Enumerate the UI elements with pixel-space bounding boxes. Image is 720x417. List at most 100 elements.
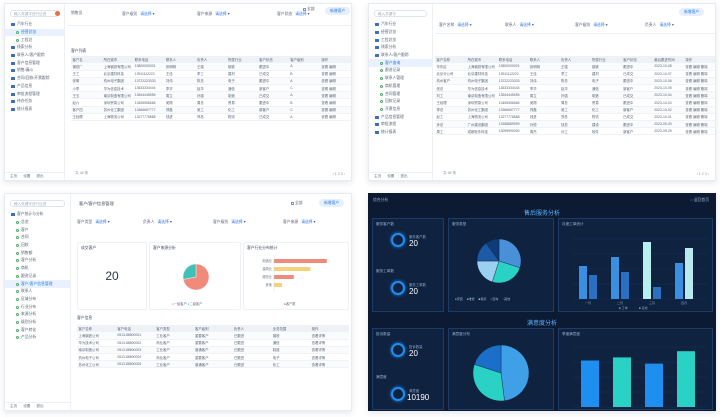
table-cell[interactable]: 查看 编辑 删除: [683, 70, 715, 78]
dashboard-tab[interactable]: 综合分析: [373, 198, 389, 202]
sidebar-search-input[interactable]: 输入关键字进行过滤: [10, 10, 60, 17]
sidebar-item[interactable]: 联系人/客户跟踪: [369, 52, 432, 60]
column-header[interactable]: 客户状态: [257, 56, 289, 63]
sidebar-item[interactable]: 审批流程管理: [5, 90, 64, 98]
sidebar-item[interactable]: 审批流程: [369, 121, 432, 129]
column-header[interactable]: 所在城市: [102, 56, 134, 63]
table-cell[interactable]: 查看 编辑: [319, 113, 351, 122]
table-cell[interactable]: 查看 编辑 删除: [683, 91, 715, 100]
sidebar-item[interactable]: 统计报表: [5, 106, 64, 114]
column-header[interactable]: 操作: [310, 325, 349, 332]
filter-contact[interactable]: 联系人 请选择 ▾: [505, 23, 534, 27]
sidebar-item[interactable]: 合同管理: [369, 90, 432, 98]
column-header[interactable]: 客户级别: [193, 325, 233, 332]
column-header[interactable]: 联系人: [164, 56, 196, 63]
column-header[interactable]: 客户状态: [621, 56, 653, 63]
settings-link[interactable]: 设置: [23, 404, 31, 408]
column-header[interactable]: 客户名称: [77, 325, 116, 332]
column-header[interactable]: 联系电话: [133, 56, 165, 63]
sidebar-item[interactable]: 联系人: [5, 288, 70, 296]
column-header[interactable]: 负责人: [195, 56, 227, 63]
sidebar-item[interactable]: 产品分析: [5, 334, 70, 342]
column-header[interactable]: 操作: [683, 56, 715, 63]
column-header[interactable]: 负责人: [559, 56, 591, 63]
table-cell[interactable]: 查看 编辑: [319, 106, 351, 114]
sidebar-item[interactable]: 线索分析: [369, 44, 432, 52]
sidebar-item[interactable]: 工程总览: [369, 36, 432, 44]
column-header[interactable]: 所属行业: [226, 56, 258, 63]
sidebar-item[interactable]: 产品信息管理: [369, 113, 432, 121]
column-header[interactable]: 客户级别: [288, 56, 320, 63]
filter-source[interactable]: 客户来源 请选择 ▾: [197, 12, 230, 16]
filter-level[interactable]: 客户级别 请选择 ▾: [575, 23, 608, 27]
sidebar-item[interactable]: 级别分析: [5, 319, 70, 327]
sidebar-search-input[interactable]: 输入关键字: [374, 10, 427, 17]
home-link[interactable]: 主页: [10, 174, 18, 178]
table-cell[interactable]: 查看 编辑 删除: [683, 113, 715, 122]
table-cell[interactable]: 查看 编辑: [319, 77, 351, 86]
add-customer-button[interactable]: 新增客户: [325, 7, 351, 15]
settings-link[interactable]: 设置: [23, 174, 31, 178]
table-cell[interactable]: 查看 编辑 删除: [683, 106, 715, 114]
column-header[interactable]: 最后跟进时间: [652, 56, 684, 63]
sidebar-item[interactable]: 销售额: [5, 249, 70, 257]
sidebar-item[interactable]: 工程总: [5, 36, 64, 44]
sidebar-item[interactable]: 回款: [5, 242, 70, 250]
table-cell[interactable]: 查看详情: [310, 360, 349, 369]
sidebar-item[interactable]: 来源分析: [5, 311, 70, 319]
sidebar-item[interactable]: 联系人管理: [369, 75, 432, 83]
logout-link[interactable]: 退出: [36, 174, 44, 178]
sidebar-item[interactable]: 区域分布: [5, 296, 70, 304]
sidebar-item[interactable]: 合同: [5, 234, 70, 242]
column-header[interactable]: 业务范围: [271, 325, 311, 332]
filter-level[interactable]: 客户级别 请选择 ▾: [213, 220, 246, 224]
filter-type[interactable]: 客户类型 请选择 ▾: [77, 220, 110, 224]
sidebar-item[interactable]: 产品信息: [5, 83, 64, 91]
sidebar-item[interactable]: 客户转化: [5, 326, 70, 334]
table-cell[interactable]: 查看 编辑 删除: [683, 127, 715, 136]
filter-name[interactable]: 客户名称 请选择 ▾: [439, 23, 472, 27]
sidebar-search-input[interactable]: 输入关键字进行过滤: [10, 200, 65, 207]
filter-level[interactable]: 客户级别 请选择 ▾: [122, 12, 155, 16]
sidebar-item[interactable]: 开票信息: [369, 106, 432, 114]
sidebar-item[interactable]: 销售/漏斗: [5, 67, 64, 75]
filter-owner[interactable]: 负责人 请选择 ▾: [645, 23, 674, 27]
logout-link[interactable]: 退出: [36, 404, 44, 408]
home-link[interactable]: 主页: [10, 404, 18, 408]
sidebar-item[interactable]: 联系人/客户跟踪: [5, 52, 64, 60]
sidebar-item[interactable]: 客户分析: [5, 257, 70, 265]
sidebar-item[interactable]: 客户信息管理: [5, 59, 64, 67]
sidebar-item[interactable]: 客户统计与分析: [5, 211, 70, 219]
column-header[interactable]: 客户电话: [115, 325, 155, 332]
back-home-link[interactable]: ⌂ 返回首页: [690, 198, 709, 202]
pagination-controls[interactable]: ‹ 1 2 3 ›: [696, 172, 709, 176]
add-customer-button[interactable]: 新增客户: [679, 8, 705, 16]
sidebar-item[interactable]: 线索分析: [5, 44, 64, 52]
pagination-controls[interactable]: ‹ 1 2 3 ›: [332, 172, 345, 176]
sidebar-item[interactable]: 回款记录: [369, 98, 432, 106]
table-cell[interactable]: 查看 编辑 删除: [683, 84, 715, 93]
check-all[interactable]: 全部: [291, 201, 303, 206]
sidebar-item[interactable]: 客户: [5, 226, 70, 234]
column-header[interactable]: 客户类型: [154, 325, 194, 332]
table-cell[interactable]: 查看 编辑: [319, 84, 351, 93]
table-cell[interactable]: 查看详情: [310, 332, 349, 340]
sidebar-item[interactable]: 经营总览: [5, 28, 64, 37]
table-cell[interactable]: 查看 编辑: [319, 91, 351, 100]
filter-owner[interactable]: 负责人 请选择 ▾: [143, 220, 172, 224]
sidebar-item[interactable]: 跟进记录: [369, 67, 432, 75]
sidebar-item[interactable]: 行业分布: [5, 303, 70, 311]
table-cell[interactable]: 查看详情: [310, 346, 349, 355]
logout-link[interactable]: 退出: [400, 174, 408, 178]
column-header[interactable]: 联系人: [528, 56, 560, 63]
home-link[interactable]: 主页: [374, 174, 382, 178]
filter-source[interactable]: 客户来源 请选择 ▾: [283, 220, 316, 224]
sidebar-item[interactable]: 客户/客户信息管理: [5, 280, 70, 288]
sidebar-item[interactable]: 经营总览: [369, 29, 432, 37]
column-header[interactable]: 联系电话: [497, 56, 529, 63]
table-cell[interactable]: 查看 编辑: [319, 63, 351, 71]
table-cell[interactable]: 查看 编辑: [319, 98, 351, 107]
table-cell[interactable]: 查看 编辑 删除: [683, 98, 715, 107]
column-header[interactable]: 所在城市: [466, 56, 498, 63]
check-all[interactable]: 全部: [303, 7, 315, 12]
